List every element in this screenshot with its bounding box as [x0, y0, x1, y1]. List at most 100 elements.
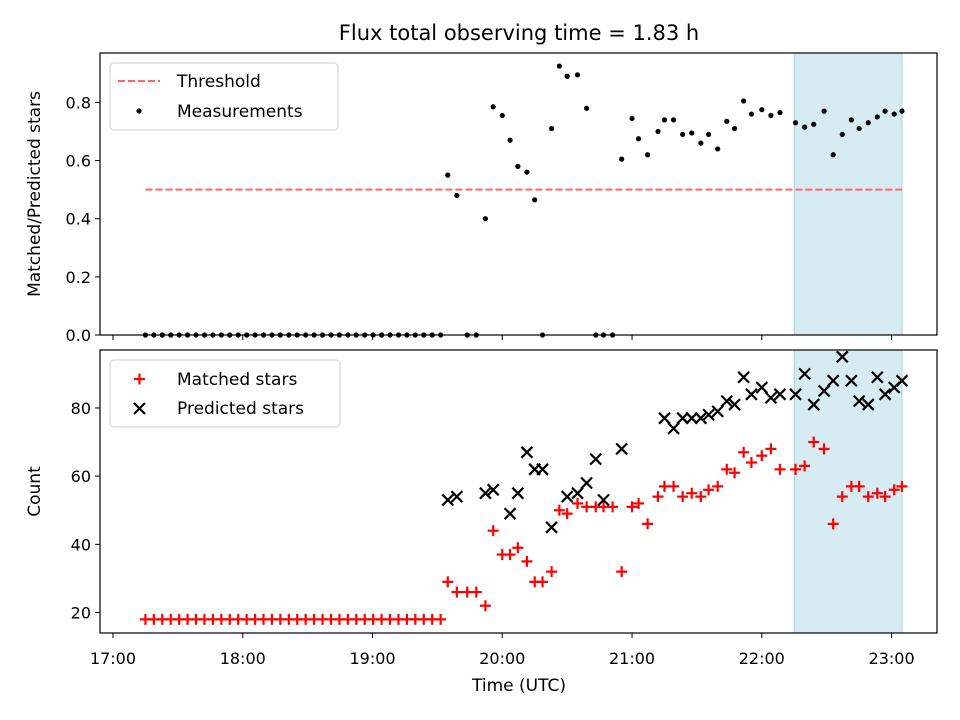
matched-star-point — [818, 443, 830, 455]
matched-star-point — [451, 586, 463, 598]
matched-star-point — [756, 450, 768, 462]
y-tick-label: 60 — [71, 467, 91, 486]
measurement-point — [748, 111, 755, 117]
x-tick-label: 20:00 — [479, 649, 525, 668]
matched-star-point — [642, 518, 654, 530]
x-tick-label: 23:00 — [869, 649, 915, 668]
predicted-star-point — [450, 490, 464, 503]
y-tick-label: 40 — [71, 535, 91, 554]
measurement-point — [680, 131, 686, 138]
predicted-star-point — [658, 411, 671, 425]
measurement-point — [698, 140, 704, 146]
predicted-star-point — [895, 374, 909, 387]
measurement-point — [490, 104, 496, 110]
legend-matched-label: Matched stars — [177, 370, 297, 390]
legend-predicted-swatch — [133, 402, 146, 415]
predicted-star-point — [545, 521, 558, 534]
x-tick-label: 21:00 — [609, 649, 655, 668]
measurement-point — [741, 98, 747, 104]
matched-star-point — [633, 497, 645, 509]
count-legend: Matched stars Predicted stars — [109, 359, 341, 428]
measurement-point — [715, 146, 721, 152]
predicted-star-point — [694, 411, 708, 425]
matched-star-point — [512, 542, 524, 554]
legend-measurements-label: Measurements — [177, 102, 303, 122]
ratio-panel: 0.00.20.40.60.8 Matched/Predicted stars … — [25, 52, 938, 345]
measurement-point — [848, 117, 854, 123]
predicted-star-point — [580, 476, 593, 490]
count-panel: 20 40 60 80 Count Matched stars Predicted s… — [25, 349, 938, 638]
y-tick-label: 20 — [71, 604, 91, 623]
measurement-point — [532, 197, 538, 203]
measurement-point — [482, 216, 489, 222]
predicted-star-point — [560, 490, 574, 503]
measurement-point — [629, 115, 635, 122]
matched-star-point — [888, 484, 900, 496]
matched-star-point — [896, 480, 908, 492]
matched-star-point — [616, 566, 628, 578]
matched-star-point — [686, 487, 698, 499]
matched-star-point — [790, 463, 802, 475]
x-tick-label: 18:00 — [220, 649, 266, 668]
measurement-point — [874, 114, 880, 120]
measurement-point — [556, 63, 562, 69]
predicted-star-point — [589, 452, 602, 466]
ratio-legend-box — [109, 62, 339, 131]
predicted-star-point — [511, 486, 525, 500]
measurement-point — [661, 117, 668, 123]
legend-matched-swatch — [134, 373, 145, 385]
predicted-star-point — [861, 398, 875, 411]
x-axis-ticks: 17:00 18:00 19:00 20:00 21:00 22:00 23:00 — [90, 649, 915, 668]
predicted-star-point — [878, 388, 892, 401]
measurement-point — [584, 105, 590, 111]
matched-star-point — [827, 518, 839, 530]
measurement-point — [515, 163, 521, 169]
matched-star-point — [695, 491, 707, 503]
measurement-point — [821, 108, 827, 114]
measurement-point — [655, 128, 661, 135]
measurement-point — [768, 112, 774, 119]
matched-star-point — [836, 491, 848, 503]
ratio-axes-frame — [99, 52, 938, 336]
measurement-point — [724, 118, 730, 124]
measurement-point — [792, 120, 799, 126]
chart-title: Flux total observing time = 1.83 h — [339, 21, 699, 45]
matched-star-point — [561, 508, 573, 520]
matched-star-point — [546, 566, 558, 578]
predicted-star-point — [702, 408, 715, 422]
predicted-star-point — [845, 374, 858, 387]
predicted-star-point — [871, 370, 884, 384]
matched-star-point — [442, 576, 454, 588]
predicted-star-point — [728, 398, 741, 411]
count-series — [139, 350, 909, 625]
matched-star-point — [537, 576, 549, 588]
measurement-point — [445, 172, 451, 178]
predicted-star-point — [685, 411, 699, 425]
predicted-star-point — [764, 391, 778, 405]
y-tick-label: 0.0 — [66, 326, 91, 345]
measurement-point — [564, 73, 570, 79]
measurement-point — [619, 156, 625, 162]
predicted-star-point — [773, 388, 787, 401]
matched-star-point — [738, 446, 750, 458]
measurement-point — [548, 125, 555, 132]
matched-star-point — [668, 480, 680, 492]
matched-star-point — [435, 613, 447, 625]
predicted-star-point — [536, 463, 549, 476]
matched-star-point — [553, 504, 565, 516]
predicted-star-point — [676, 411, 689, 425]
predicted-star-point — [817, 384, 831, 398]
count-axis-ticks: 20 40 60 80 — [71, 399, 893, 638]
predicted-star-point — [852, 394, 866, 408]
measurement-point — [499, 112, 505, 119]
measurement-point — [839, 131, 845, 138]
y-tick-label: 0.8 — [66, 93, 91, 112]
matched-star-point — [572, 497, 584, 509]
matched-star-point — [607, 501, 619, 513]
measurement-point — [811, 121, 817, 127]
y-tick-label: 0.6 — [66, 152, 91, 171]
predicted-star-point — [479, 486, 492, 500]
legend-measurements-swatch — [136, 108, 142, 114]
matched-star-point — [470, 586, 482, 598]
